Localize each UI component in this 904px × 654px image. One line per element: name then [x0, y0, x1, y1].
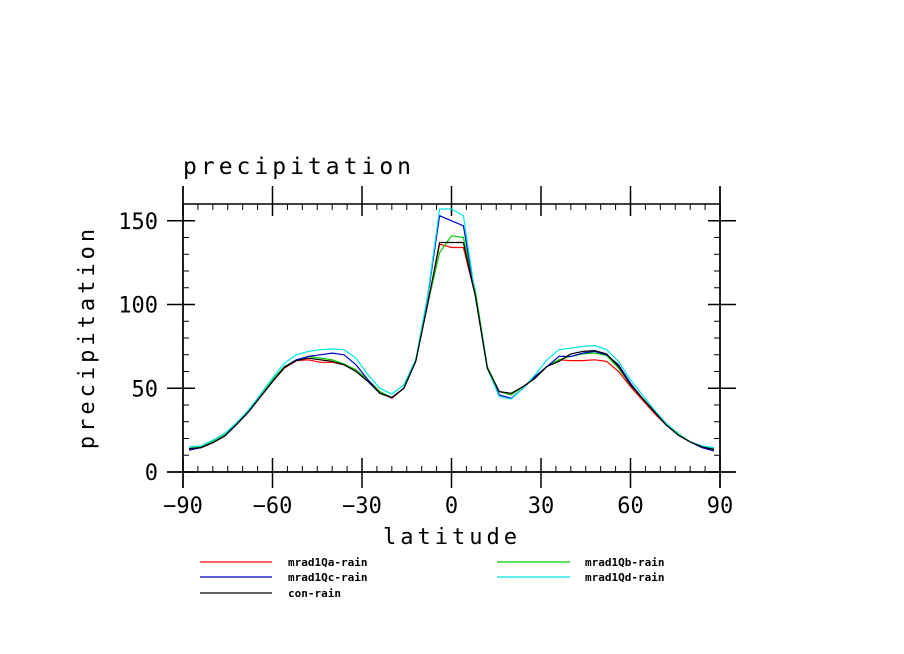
- x-axis-title: latitude: [383, 525, 521, 550]
- series-lines: [188, 208, 715, 452]
- series-line-con-rain: [188, 241, 715, 450]
- x-tick-label: −30: [342, 494, 382, 519]
- x-tick-label: −60: [253, 494, 293, 519]
- x-tick-label: 0: [445, 494, 458, 519]
- x-tick-label: 90: [707, 494, 734, 519]
- legend-label: con-rain: [288, 587, 341, 600]
- y-tick-label: 0: [145, 461, 158, 486]
- legend-label: mrad1Qb-rain: [585, 556, 664, 569]
- x-tick-label: −90: [163, 494, 203, 519]
- y-tick-label: 50: [132, 377, 159, 402]
- series-line-mrad1Qd-rain: [188, 208, 715, 449]
- plot-frame: [182, 203, 721, 473]
- series-line-mrad1Qb-rain: [188, 235, 715, 450]
- series-line-mrad1Qc-rain: [188, 215, 715, 452]
- chart-title: precipitation: [183, 154, 415, 180]
- legend-label: mrad1Qa-rain: [288, 556, 367, 569]
- legend-label: mrad1Qc-rain: [288, 571, 367, 584]
- legend: mrad1Qa-rain mrad1Qb-rain mrad1Qc-rain mrad…: [200, 556, 664, 600]
- y-tick-label: 100: [118, 294, 158, 319]
- series-line-mrad1Qa-rain: [188, 243, 715, 450]
- x-tick-label: 30: [528, 494, 555, 519]
- legend-label: mrad1Qd-rain: [585, 571, 664, 584]
- x-tick-label: 60: [617, 494, 644, 519]
- y-axis-title: precipitation: [75, 225, 100, 449]
- y-tick-label: 150: [118, 210, 158, 235]
- axes: −90 −60 −30 0 30 60 90 0 50 100 150: [118, 186, 736, 519]
